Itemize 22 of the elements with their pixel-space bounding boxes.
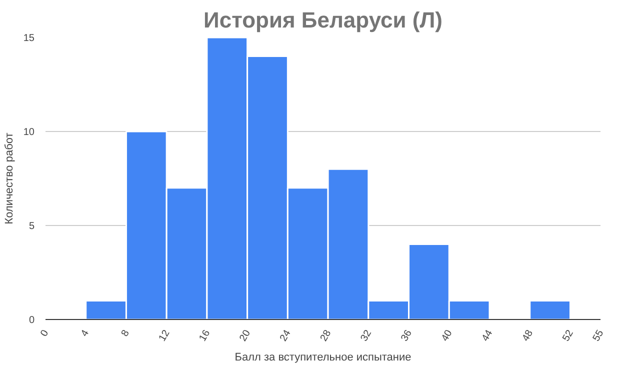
- x-tick-label: 0: [38, 328, 52, 339]
- x-tick-label: 55: [591, 328, 606, 344]
- x-tick-label: 8: [120, 328, 132, 339]
- y-tick-label: 0: [28, 315, 35, 326]
- x-tick-label: 48: [520, 328, 536, 344]
- chart-title: История Беларуси (Л): [204, 8, 442, 32]
- y-axis-title: Количество работ: [3, 132, 16, 224]
- y-tick-label: 5: [28, 221, 35, 232]
- x-axis-title: Балл за вступительное испытание: [234, 352, 412, 364]
- x-tick-label: 16: [197, 328, 213, 344]
- x-tick-label: 32: [358, 328, 374, 344]
- x-tick-label: 44: [480, 328, 496, 344]
- x-tick-label: 28: [318, 328, 334, 344]
- x-tick-label: 36: [399, 328, 415, 344]
- x-tick-label: 20: [238, 328, 254, 344]
- y-tick-label: 15: [23, 33, 35, 44]
- x-tick-label: 12: [157, 328, 172, 344]
- x-tick-label: 4: [79, 328, 92, 339]
- x-tick-label: 52: [560, 328, 576, 344]
- x-tick-label: 40: [440, 328, 455, 344]
- y-tick-label: 10: [23, 127, 35, 138]
- x-tick-label: 24: [278, 328, 294, 344]
